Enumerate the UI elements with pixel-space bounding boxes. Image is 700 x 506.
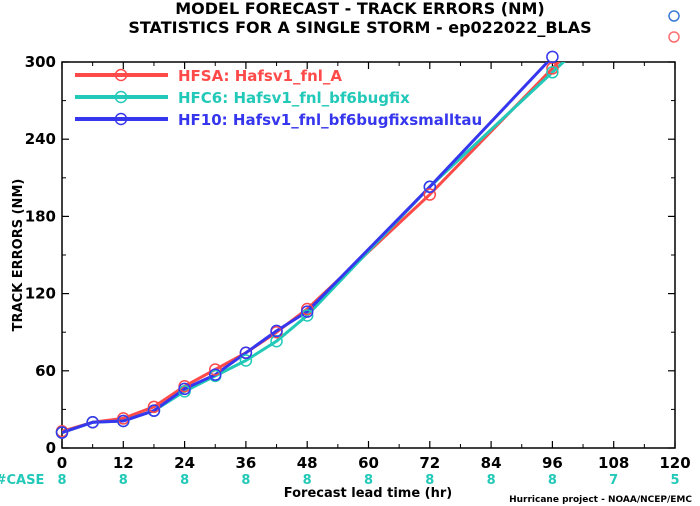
chart-title: MODEL FORECAST - TRACK ERRORS (NM) <box>175 0 544 18</box>
x-tick-label: 36 <box>235 454 256 472</box>
series-point-2 <box>300 305 314 318</box>
case-count-value: 8 <box>57 473 66 488</box>
legend-label-1: HFC6: Hafsv1_fnl_bf6bugfix <box>178 89 410 107</box>
x-tick-label: 72 <box>419 454 440 472</box>
series-point-0 <box>147 400 161 414</box>
chart-subtitle: STATISTICS FOR A SINGLE STORM - ep022022… <box>128 18 591 37</box>
y-tick-label: 0 <box>46 439 56 457</box>
legend-label-2: HF10: Hafsv1_fnl_bf6bugfixsmalltau <box>178 111 482 129</box>
credit-text: Hurricane project - NOAA/NCEP/EMC <box>509 495 692 505</box>
series-point-1 <box>239 354 253 367</box>
case-count-value: 8 <box>180 473 189 488</box>
series-point-2 <box>209 368 222 381</box>
legend-label-0: HFSA: Hafsv1_fnl_A <box>178 67 342 85</box>
y-axis-label: TRACK ERRORS (NM) <box>11 179 26 332</box>
case-count-value: 8 <box>364 473 373 488</box>
legend: HFSA: Hafsv1_fnl_A HFC6: Hafsv1_fnl_bf6bu… <box>75 67 482 129</box>
series-point-2 <box>423 180 437 194</box>
case-count-value: 7 <box>609 473 618 488</box>
series-group <box>55 50 566 439</box>
series-point-2 <box>178 382 191 396</box>
x-tick-label: 120 <box>659 454 690 472</box>
series-point-2 <box>147 404 161 417</box>
x-tick-label: 24 <box>174 454 195 472</box>
axis-ticks: 0 12 24 36 48 60 72 84 96 108 120 0 60 120 180 240 300 <box>25 53 691 472</box>
legend-marker-1 <box>114 90 128 104</box>
y-tick-label: 240 <box>25 130 56 148</box>
case-count-value: 8 <box>548 473 557 488</box>
case-count-value: 8 <box>303 473 312 488</box>
series-point-0 <box>423 188 437 201</box>
legend-marker-0 <box>114 68 128 82</box>
series-point-2 <box>117 414 130 428</box>
legend-marker-2 <box>114 112 128 126</box>
y-tick-label: 120 <box>25 285 56 303</box>
y-tick-label: 300 <box>25 53 56 71</box>
series-point-2 <box>270 324 283 338</box>
x-tick-label: 12 <box>113 454 134 472</box>
x-tick-label: 84 <box>481 454 502 472</box>
case-count-value: 8 <box>425 473 434 488</box>
case-row-label: #CASE <box>0 473 44 488</box>
x-tick-label: 48 <box>297 454 318 472</box>
x-tick-label: 108 <box>598 454 629 472</box>
series-point-2 <box>239 346 253 360</box>
y-tick-label: 60 <box>35 362 56 380</box>
case-count-value: 8 <box>119 473 128 488</box>
y-tick-label: 180 <box>25 207 56 225</box>
x-tick-label: 0 <box>57 454 67 472</box>
corner-marker-red <box>668 31 680 43</box>
x-tick-label: 96 <box>542 454 563 472</box>
x-tick-label: 60 <box>358 454 379 472</box>
case-count-value: 8 <box>487 473 496 488</box>
case-count-value: 8 <box>241 473 250 488</box>
series-point-2 <box>86 416 99 429</box>
case-count-value: 5 <box>670 473 679 488</box>
series-point-1 <box>300 309 314 322</box>
x-axis-label: Forecast lead time (hr) <box>284 486 452 501</box>
series-point-1 <box>546 66 559 79</box>
series-point-2 <box>55 426 69 439</box>
series-point-2 <box>546 50 559 64</box>
series-point-0 <box>209 363 222 376</box>
corner-marker-blue <box>668 10 680 22</box>
case-count-row: #CASE 8 8 8 8 8 8 8 8 8 7 5 <box>0 473 680 488</box>
